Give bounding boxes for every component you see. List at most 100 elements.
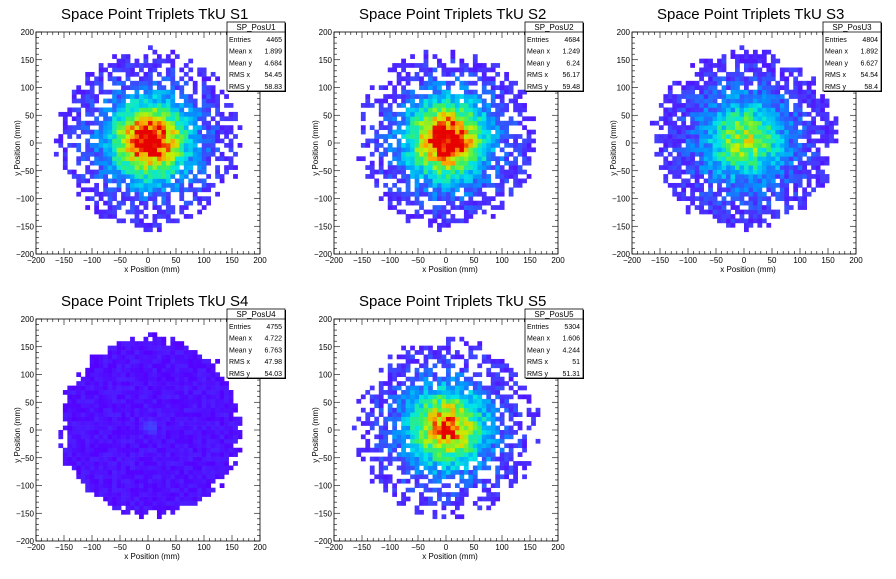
bin	[94, 94, 100, 99]
bin	[735, 98, 740, 104]
bin	[215, 474, 220, 480]
bin	[428, 501, 433, 506]
bin	[152, 478, 158, 484]
bin	[437, 63, 442, 68]
bin	[170, 416, 176, 422]
bin	[748, 174, 754, 179]
bin	[428, 71, 433, 77]
bin	[80, 469, 86, 475]
bin	[419, 165, 424, 170]
bin	[224, 390, 229, 395]
bin	[219, 416, 225, 422]
bin	[152, 358, 158, 364]
bin	[437, 469, 442, 475]
bin	[387, 111, 393, 117]
bin	[468, 103, 474, 108]
bin	[775, 98, 781, 104]
bin	[454, 120, 460, 126]
bin	[703, 103, 709, 108]
bin	[121, 469, 126, 475]
bin	[802, 120, 808, 126]
bin	[139, 385, 144, 391]
bin	[428, 138, 433, 144]
bin	[432, 147, 438, 153]
bin	[383, 487, 389, 493]
bin	[378, 434, 384, 440]
bin	[450, 403, 456, 409]
bin	[788, 160, 794, 166]
bin	[401, 120, 406, 126]
bin	[148, 398, 153, 404]
bin	[712, 147, 718, 153]
bin	[174, 505, 180, 511]
bin	[94, 443, 100, 449]
bin	[410, 63, 415, 68]
bin	[699, 67, 704, 73]
bin	[156, 434, 162, 440]
bin	[103, 363, 108, 369]
bin	[215, 390, 220, 395]
bin	[201, 134, 207, 139]
bin	[76, 111, 82, 117]
bin	[410, 214, 415, 219]
bin	[392, 67, 398, 73]
bin	[174, 354, 180, 360]
bin	[107, 147, 113, 153]
bin	[107, 438, 113, 444]
y-axis-label: y Position (mm)	[13, 120, 22, 176]
bin	[699, 134, 704, 139]
bin	[752, 94, 758, 99]
bin	[98, 478, 104, 484]
bin	[820, 178, 825, 184]
x-tick-label: 0	[742, 256, 747, 265]
bin	[201, 469, 207, 475]
bin	[441, 222, 447, 228]
bin	[116, 103, 122, 108]
bin	[405, 430, 411, 435]
bin	[423, 367, 429, 373]
bin	[463, 412, 469, 417]
bin	[107, 214, 113, 219]
bin	[450, 412, 456, 417]
bin	[405, 174, 411, 179]
bin	[161, 452, 167, 457]
bin	[383, 182, 389, 188]
bin	[215, 372, 220, 378]
bin	[197, 138, 203, 144]
bin	[103, 385, 108, 391]
bin	[383, 425, 389, 431]
x-tick-label: 150	[225, 256, 239, 265]
bin	[179, 160, 185, 166]
bin	[744, 80, 749, 86]
stats-value: 54.45	[264, 72, 282, 79]
bin	[188, 452, 194, 457]
bin	[441, 358, 447, 364]
bin	[717, 67, 722, 73]
chart-title: Space Point Triplets TkU S1	[61, 6, 248, 23]
bin	[130, 111, 135, 117]
bin	[829, 134, 834, 139]
bin	[148, 174, 153, 179]
bin	[85, 487, 91, 493]
bin	[815, 178, 821, 184]
bin	[67, 452, 73, 457]
bin	[116, 452, 122, 457]
bin	[757, 147, 763, 153]
bin	[152, 407, 158, 413]
bin	[454, 169, 460, 175]
bin	[770, 156, 776, 162]
bin	[228, 447, 234, 453]
bin	[152, 218, 158, 224]
bin	[712, 156, 718, 162]
bin	[161, 483, 167, 489]
bin	[414, 390, 420, 395]
bin	[685, 85, 691, 91]
bin	[179, 447, 185, 453]
bin	[107, 381, 113, 386]
bin	[739, 169, 745, 175]
bin	[414, 76, 420, 82]
bin	[735, 111, 740, 117]
bin	[143, 385, 149, 391]
bin	[112, 80, 117, 86]
bin	[477, 496, 483, 502]
